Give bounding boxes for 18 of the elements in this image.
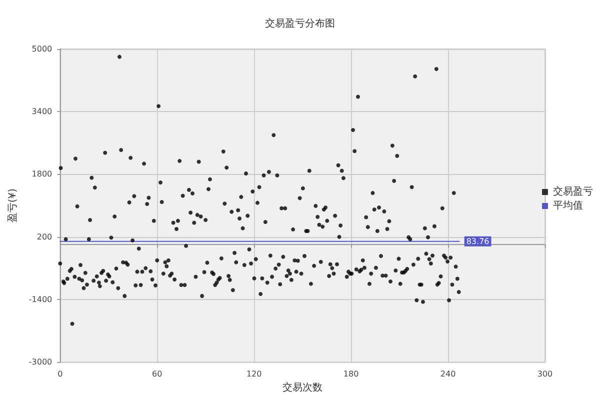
y-axis-title: 盈亏(¥) (8, 188, 18, 223)
y-tick-label: 5000 (32, 44, 52, 54)
x-tick-label: 0 (58, 370, 63, 379)
x-tick-label: 240 (440, 370, 456, 379)
y-tick-label: 1800 (32, 170, 52, 179)
x-axis-title: 交易次数 (282, 382, 323, 394)
data-label: 83.76 (466, 236, 490, 246)
x-tick-label: 60 (152, 370, 162, 379)
legend-label: 交易盈亏 (553, 186, 593, 198)
chart-title: 交易盈亏分布图 (265, 18, 335, 30)
x-tick-label: 180 (343, 370, 359, 379)
y-tick-label: -1400 (28, 294, 52, 304)
x-tick-label: 120 (246, 370, 262, 379)
y-tick-label: 200 (36, 232, 52, 242)
legend-label: 平均值 (553, 200, 583, 212)
y-tick-label: 3400 (32, 107, 52, 116)
y-tick-label: -3000 (28, 358, 52, 367)
x-tick-label: 300 (537, 370, 553, 379)
